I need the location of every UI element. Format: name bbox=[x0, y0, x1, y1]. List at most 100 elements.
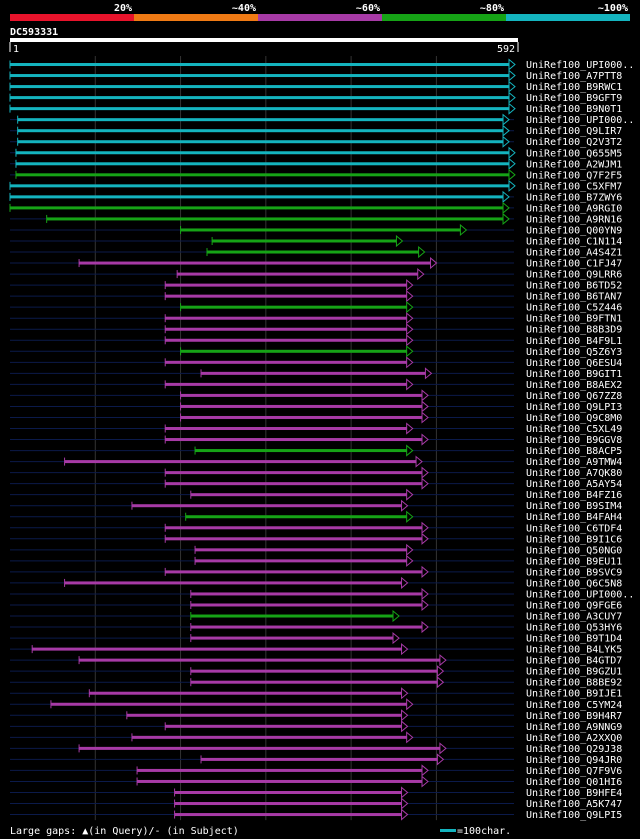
hit-row[interactable]: UniRef100_Q9C8M0 bbox=[10, 411, 622, 424]
hit-row[interactable]: UniRef100_B4F9L1 bbox=[10, 334, 622, 347]
hit-row[interactable]: UniRef100_B9N0T1 bbox=[9, 102, 622, 116]
hit-row[interactable]: UniRef100_B9FTN1 bbox=[10, 312, 622, 325]
hit-row[interactable]: UniRef100_Q67ZZ8 bbox=[10, 389, 622, 402]
hit-row[interactable]: UniRef100_Q7F9V6 bbox=[10, 764, 622, 777]
hit-bar[interactable] bbox=[190, 493, 408, 497]
hit-row[interactable]: UniRef100_C1N114 bbox=[10, 234, 622, 248]
hit-bar[interactable] bbox=[190, 636, 395, 640]
hit-bar[interactable] bbox=[174, 813, 403, 817]
hit-bar[interactable] bbox=[180, 404, 424, 408]
hit-bar[interactable] bbox=[190, 669, 439, 673]
hit-row[interactable]: UniRef100_B9GIT1 bbox=[10, 367, 622, 380]
hit-bar[interactable] bbox=[64, 581, 403, 585]
hit-bar[interactable] bbox=[180, 415, 424, 419]
hit-label[interactable]: UniRef100_B6TAN7 bbox=[526, 292, 622, 303]
hit-bar[interactable] bbox=[32, 647, 403, 651]
hit-bar[interactable] bbox=[165, 427, 408, 431]
hit-label[interactable]: UniRef100_B9GZU1 bbox=[526, 667, 622, 678]
hit-bar[interactable] bbox=[17, 129, 505, 133]
hit-bar[interactable] bbox=[89, 691, 403, 695]
hit-label[interactable]: UniRef100_Q9FGE6 bbox=[526, 600, 622, 611]
hit-label[interactable]: UniRef100_Q9LPI3 bbox=[526, 402, 622, 413]
hit-label[interactable]: UniRef100_B4GTD7 bbox=[526, 656, 622, 667]
hit-label[interactable]: UniRef100_Q5Z6Y3 bbox=[526, 347, 622, 358]
hit-bar[interactable] bbox=[137, 768, 424, 772]
hit-row[interactable]: UniRef100_UPI000.. bbox=[9, 58, 634, 72]
hit-row[interactable]: UniRef100_A7PTT8 bbox=[9, 69, 622, 83]
hit-row[interactable]: UniRef100_B4FZ16 bbox=[10, 488, 622, 502]
hit-row[interactable]: UniRef100_B9IJE1 bbox=[10, 687, 622, 700]
hit-row[interactable]: UniRef100_B9GZU1 bbox=[10, 665, 622, 678]
hit-bar[interactable] bbox=[195, 449, 408, 453]
hit-bar[interactable] bbox=[131, 735, 408, 739]
hit-row[interactable]: UniRef100_Q9LPI5 bbox=[10, 808, 622, 822]
hit-label[interactable]: UniRef100_A9RGI0 bbox=[526, 203, 622, 214]
hit-row[interactable]: UniRef100_UPI000.. bbox=[10, 113, 634, 127]
hit-label[interactable]: UniRef100_Q6C5N8 bbox=[526, 578, 622, 589]
hit-label[interactable]: UniRef100_B9SVC9 bbox=[526, 567, 622, 578]
hit-row[interactable]: UniRef100_B4GTD7 bbox=[10, 654, 622, 667]
hit-label[interactable]: UniRef100_B9SIM4 bbox=[526, 501, 622, 512]
hit-bar[interactable] bbox=[174, 802, 403, 806]
hit-label[interactable]: UniRef100_A7QK80 bbox=[526, 468, 622, 479]
hit-row[interactable]: UniRef100_Q6C5N8 bbox=[10, 576, 622, 590]
hit-bar[interactable] bbox=[165, 360, 408, 364]
hit-row[interactable]: UniRef100_Q655M5 bbox=[10, 146, 622, 160]
hit-bar[interactable] bbox=[190, 680, 439, 684]
hit-bar[interactable] bbox=[165, 482, 424, 486]
hit-label[interactable]: UniRef100_B6TD52 bbox=[526, 281, 622, 292]
hit-row[interactable]: UniRef100_B4LYK5 bbox=[10, 643, 622, 656]
hit-bar[interactable] bbox=[212, 239, 398, 243]
hit-label[interactable]: UniRef100_B9N0T1 bbox=[526, 104, 622, 115]
hit-label[interactable]: UniRef100_B4F9L1 bbox=[526, 336, 622, 347]
hit-label[interactable]: UniRef100_B9RWC1 bbox=[526, 82, 622, 93]
hit-label[interactable]: UniRef100_Q9LRR6 bbox=[526, 270, 622, 281]
hit-row[interactable]: UniRef100_B8B3D9 bbox=[10, 323, 622, 336]
hit-label[interactable]: UniRef100_A5AY54 bbox=[526, 479, 622, 490]
hit-label[interactable]: UniRef100_B8BE92 bbox=[526, 678, 622, 689]
hit-bar[interactable] bbox=[17, 140, 505, 144]
hit-bar[interactable] bbox=[190, 592, 424, 596]
hit-label[interactable]: UniRef100_A9NNG9 bbox=[526, 722, 622, 733]
hit-row[interactable]: UniRef100_Q9FGE6 bbox=[10, 598, 622, 612]
hit-label[interactable]: UniRef100_Q9C8M0 bbox=[526, 413, 622, 424]
hit-row[interactable]: UniRef100_A9RN16 bbox=[10, 212, 622, 226]
hit-label[interactable]: UniRef100_C5XFM7 bbox=[526, 181, 622, 192]
hit-label[interactable]: UniRef100_UPI000.. bbox=[526, 60, 634, 71]
hit-label[interactable]: UniRef100_Q53HY6 bbox=[526, 623, 622, 634]
hit-label[interactable]: UniRef100_C5YM24 bbox=[526, 700, 622, 711]
hit-label[interactable]: UniRef100_A9RN16 bbox=[526, 214, 622, 225]
hit-bar[interactable] bbox=[180, 305, 408, 309]
hit-label[interactable]: UniRef100_A9TMW4 bbox=[526, 457, 622, 468]
hit-bar[interactable] bbox=[15, 151, 510, 155]
hit-row[interactable]: UniRef100_UPI000.. bbox=[10, 587, 634, 601]
hit-row[interactable]: UniRef100_Q2V3T2 bbox=[10, 135, 622, 149]
hit-label[interactable]: UniRef100_B9IJE1 bbox=[526, 689, 622, 700]
hit-bar[interactable] bbox=[165, 724, 403, 728]
hit-bar[interactable] bbox=[10, 195, 505, 199]
hit-bar[interactable] bbox=[165, 338, 408, 342]
hit-row[interactable]: UniRef100_A2WJM1 bbox=[10, 157, 622, 171]
hit-label[interactable]: UniRef100_Q7F2F5 bbox=[526, 170, 622, 181]
hit-bar[interactable] bbox=[10, 107, 510, 111]
hit-bar[interactable] bbox=[190, 614, 395, 618]
hit-bar[interactable] bbox=[10, 74, 510, 78]
hit-bar[interactable] bbox=[79, 261, 432, 265]
hit-label[interactable]: UniRef100_A4S4Z1 bbox=[526, 248, 622, 259]
hit-label[interactable]: UniRef100_Q6ESU4 bbox=[526, 358, 622, 369]
hit-row[interactable]: UniRef100_A9NNG9 bbox=[10, 720, 622, 733]
hit-bar[interactable] bbox=[165, 316, 408, 320]
hit-label[interactable]: UniRef100_Q29J38 bbox=[526, 744, 622, 755]
hit-row[interactable]: UniRef100_B4FAH4 bbox=[10, 510, 622, 524]
hit-label[interactable]: UniRef100_Q7F9V6 bbox=[526, 766, 622, 777]
hit-label[interactable]: UniRef100_UPI000.. bbox=[526, 115, 634, 126]
hit-row[interactable]: UniRef100_B8ACP5 bbox=[10, 444, 622, 458]
hit-row[interactable]: UniRef100_B9EU11 bbox=[10, 554, 622, 568]
hit-label[interactable]: UniRef100_B9H4R7 bbox=[526, 711, 622, 722]
hit-row[interactable]: UniRef100_Q01HI6 bbox=[10, 775, 622, 788]
hit-row[interactable]: UniRef100_B9H4R7 bbox=[10, 709, 622, 722]
hit-bar[interactable] bbox=[131, 504, 403, 508]
hit-row[interactable]: UniRef100_Q6ESU4 bbox=[10, 356, 622, 369]
hit-bar[interactable] bbox=[165, 438, 424, 442]
hit-bar[interactable] bbox=[15, 162, 510, 166]
